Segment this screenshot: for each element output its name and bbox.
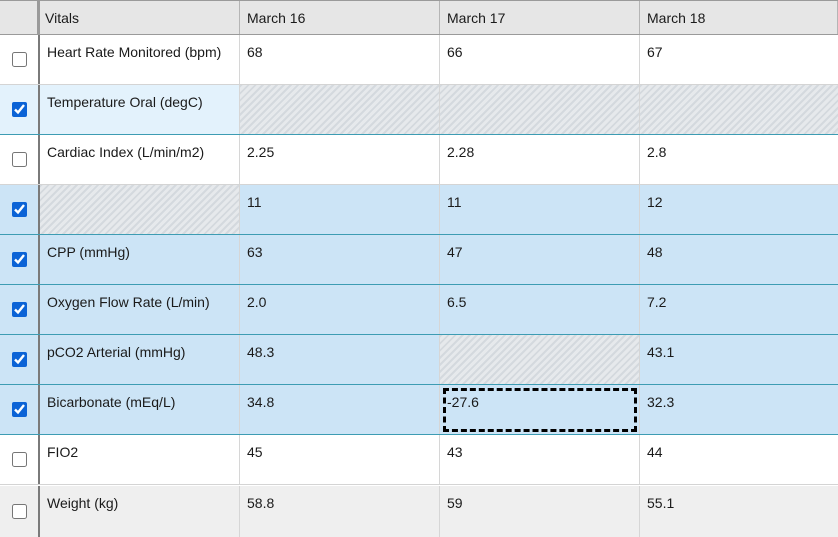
value-cell[interactable]: 44 bbox=[647, 444, 663, 460]
value-cell[interactable]: 7.2 bbox=[647, 294, 667, 310]
empty-value-cell[interactable] bbox=[440, 335, 640, 384]
row-select-cell bbox=[0, 486, 40, 537]
table-row[interactable]: CPP (mmHg) 63 47 48 bbox=[0, 235, 838, 285]
empty-value-cell[interactable] bbox=[640, 85, 838, 134]
value-cell[interactable]: 43.1 bbox=[647, 344, 675, 360]
value-cell[interactable]: 67 bbox=[647, 44, 663, 60]
header-date-1[interactable]: March 16 bbox=[240, 1, 440, 34]
row-checkbox[interactable] bbox=[11, 402, 27, 417]
header-select-cell bbox=[0, 1, 40, 34]
row-checkbox[interactable] bbox=[11, 302, 27, 317]
value-cell[interactable]: 32.3 bbox=[647, 394, 675, 410]
row-select-cell bbox=[0, 385, 40, 434]
table-row[interactable]: Weight (kg) 58.8 59 55.1 bbox=[0, 486, 838, 537]
row-label[interactable]: Heart Rate Monitored (bpm) bbox=[40, 35, 240, 84]
value-cell[interactable]: 43 bbox=[440, 435, 640, 484]
empty-value-cell[interactable] bbox=[440, 85, 640, 134]
value-cell[interactable]: 6.5 bbox=[440, 285, 640, 334]
row-checkbox[interactable] bbox=[11, 202, 27, 217]
table-row[interactable]: Bicarbonate (mEq/L) 34.8 -27.6 32.3 bbox=[0, 385, 838, 435]
row-label[interactable]: Cardiac Index (L/min/m2) bbox=[40, 135, 240, 184]
row-select-cell bbox=[0, 35, 40, 84]
value-cell[interactable]: 48.3 bbox=[240, 335, 440, 384]
value-cell[interactable]: 63 bbox=[240, 235, 440, 284]
empty-value-cell[interactable] bbox=[240, 85, 440, 134]
row-select-cell bbox=[0, 235, 40, 284]
row-checkbox[interactable] bbox=[11, 352, 27, 367]
table-row[interactable]: Temperature Oral (degC) bbox=[0, 85, 838, 135]
value-cell[interactable]: 47 bbox=[440, 235, 640, 284]
table-row[interactable]: pCO2 Arterial (mmHg) 48.3 43.1 bbox=[0, 335, 838, 385]
row-label[interactable]: Bicarbonate (mEq/L) bbox=[40, 385, 240, 434]
value-cell[interactable]: 48 bbox=[647, 244, 663, 260]
row-select-cell bbox=[0, 435, 40, 484]
value-cell[interactable]: 58.8 bbox=[240, 486, 440, 537]
row-label[interactable]: CPP (mmHg) bbox=[40, 235, 240, 284]
header-date-2[interactable]: March 17 bbox=[440, 1, 640, 34]
row-select-cell bbox=[0, 135, 40, 184]
value-cell[interactable]: 45 bbox=[240, 435, 440, 484]
value-cell[interactable]: 34.8 bbox=[240, 385, 440, 434]
row-label[interactable]: FIO2 bbox=[40, 435, 240, 484]
row-select-cell bbox=[0, 335, 40, 384]
table-row[interactable]: Heart Rate Monitored (bpm) 68 66 67 bbox=[0, 35, 838, 85]
value-cell[interactable]: 59 bbox=[440, 486, 640, 537]
value-cell[interactable]: 55.1 bbox=[647, 495, 675, 511]
value-cell[interactable]: 2.8 bbox=[647, 144, 667, 160]
row-select-cell bbox=[0, 285, 40, 334]
table-row[interactable]: FIO2 45 43 44 bbox=[0, 435, 838, 485]
row-checkbox[interactable] bbox=[11, 152, 27, 167]
row-checkbox[interactable] bbox=[11, 504, 27, 519]
row-checkbox[interactable] bbox=[11, 52, 27, 67]
table-row[interactable]: 11 11 12 bbox=[0, 185, 838, 235]
row-label[interactable]: pCO2 Arterial (mmHg) bbox=[40, 335, 240, 384]
row-label[interactable]: Weight (kg) bbox=[40, 486, 240, 537]
value-cell[interactable]: 66 bbox=[440, 35, 640, 84]
header-date-3[interactable]: March 18 bbox=[640, 1, 838, 34]
header-vitals[interactable]: Vitals bbox=[40, 1, 240, 34]
row-checkbox[interactable] bbox=[11, 102, 27, 117]
focused-value-cell[interactable]: -27.6 bbox=[440, 385, 640, 434]
value-cell[interactable]: 11 bbox=[240, 185, 440, 234]
empty-label-cell[interactable] bbox=[40, 185, 240, 234]
table-row[interactable]: Cardiac Index (L/min/m2) 2.25 2.28 2.8 bbox=[0, 135, 838, 185]
table-row[interactable]: Oxygen Flow Rate (L/min) 2.0 6.5 7.2 bbox=[0, 285, 838, 335]
row-label[interactable]: Oxygen Flow Rate (L/min) bbox=[40, 285, 240, 334]
row-checkbox[interactable] bbox=[11, 252, 27, 267]
value-cell[interactable]: 2.28 bbox=[440, 135, 640, 184]
row-select-cell bbox=[0, 85, 40, 134]
value-cell[interactable]: 2.25 bbox=[240, 135, 440, 184]
row-select-cell bbox=[0, 185, 40, 234]
value-cell[interactable]: 68 bbox=[240, 35, 440, 84]
header-row: Vitals March 16 March 17 March 18 bbox=[0, 0, 838, 35]
value-cell[interactable]: 2.0 bbox=[240, 285, 440, 334]
row-checkbox[interactable] bbox=[11, 452, 27, 467]
value-cell[interactable]: 11 bbox=[440, 185, 640, 234]
value-cell[interactable]: 12 bbox=[647, 194, 663, 210]
row-label[interactable]: Temperature Oral (degC) bbox=[40, 85, 240, 134]
